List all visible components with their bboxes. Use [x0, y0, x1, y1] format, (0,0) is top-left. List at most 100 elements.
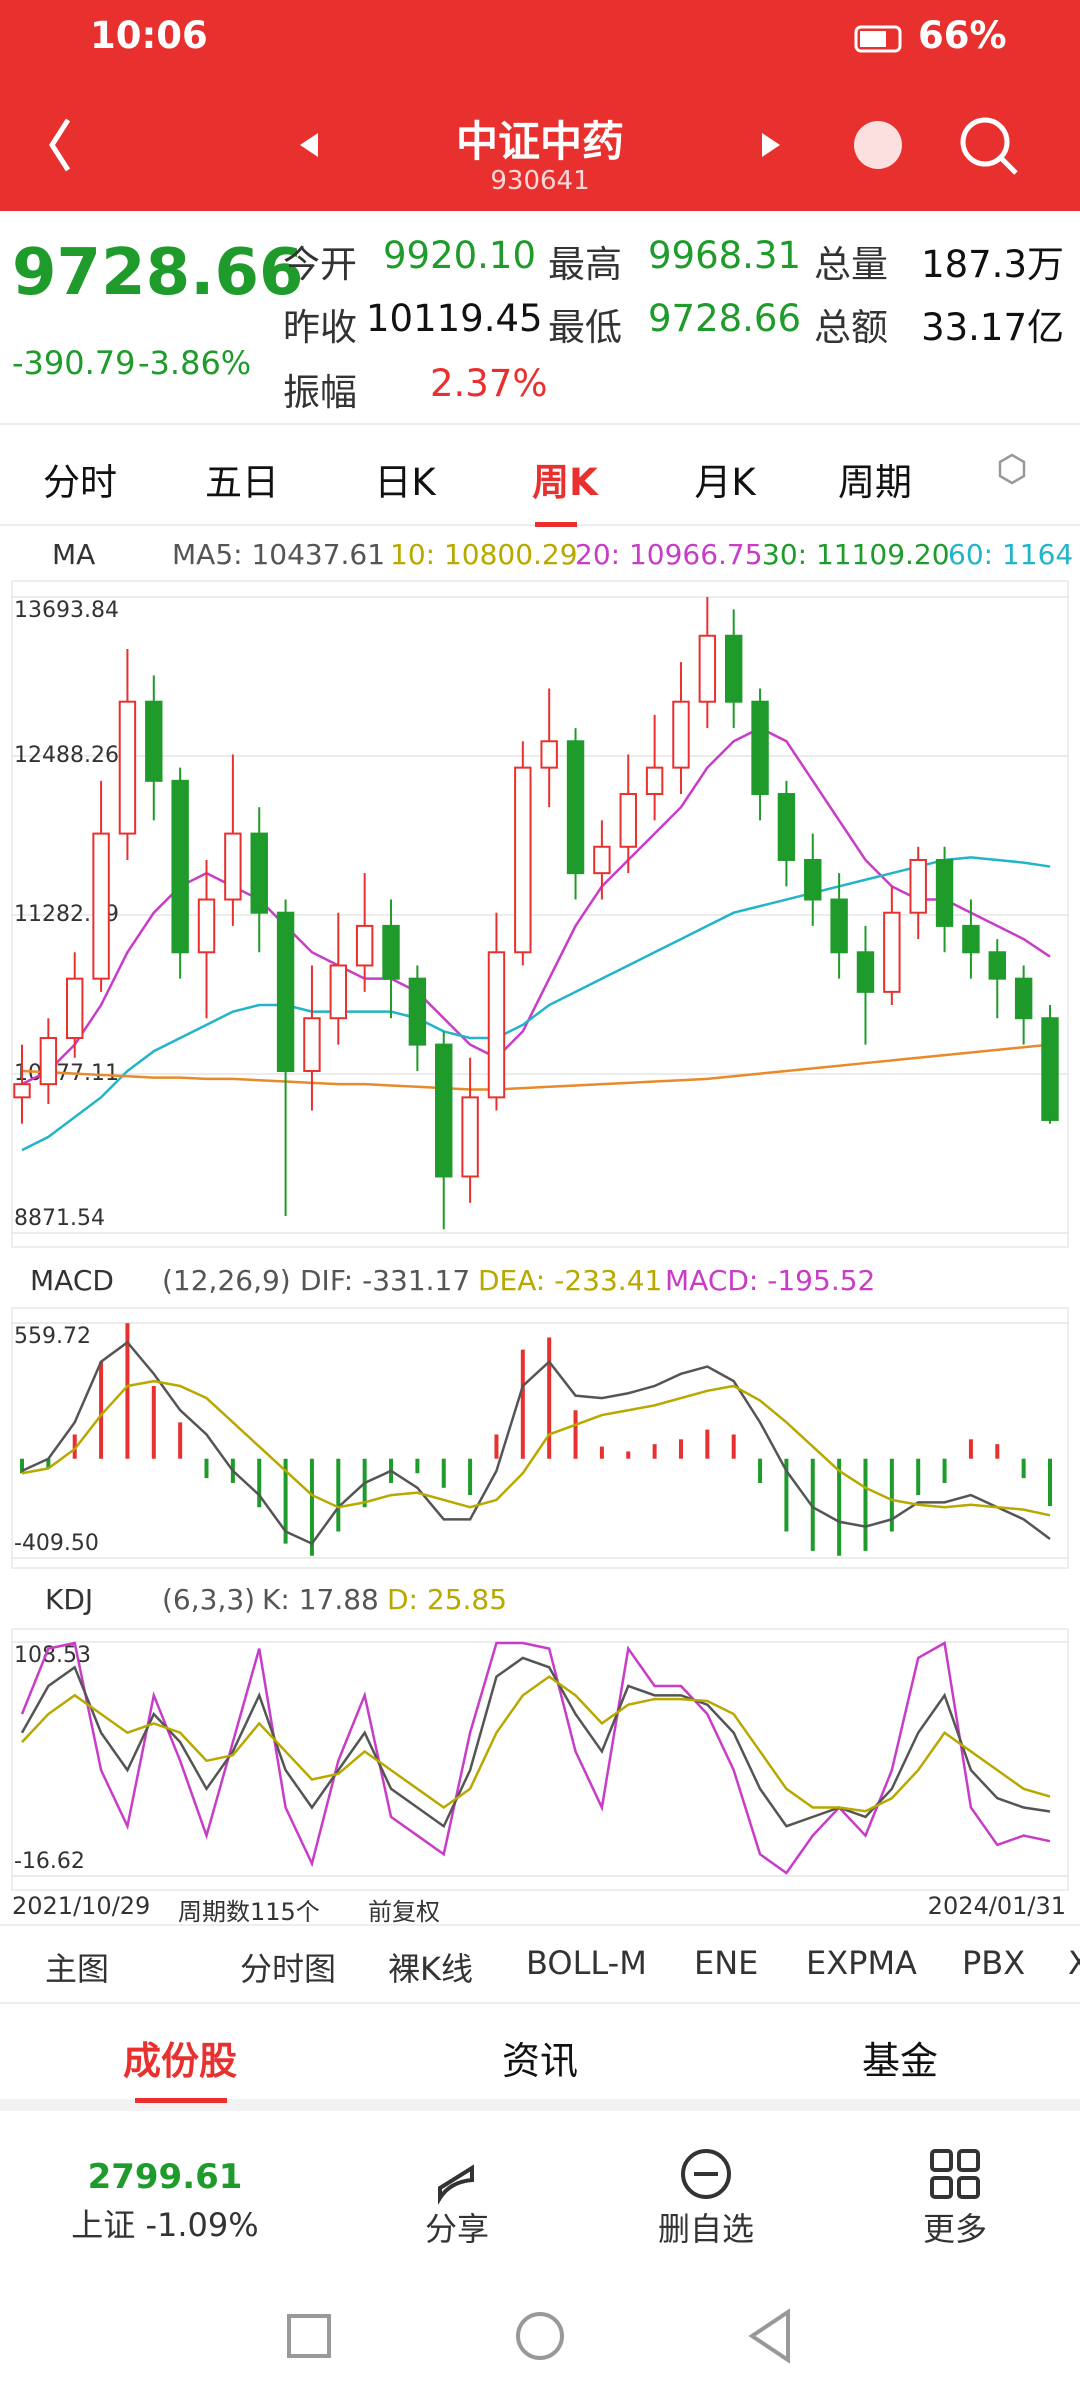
- legend-item: DEA: -233.41: [478, 1264, 663, 1297]
- candle-body: [118, 700, 137, 835]
- legend-item: 30: 11109.20: [762, 538, 950, 571]
- share-icon[interactable]: [438, 2164, 474, 2205]
- candle-body: [276, 911, 295, 1072]
- prev-icon[interactable]: [300, 133, 318, 157]
- candle-body: [145, 700, 163, 782]
- back-icon[interactable]: [49, 118, 71, 172]
- candle-body: [13, 1083, 31, 1099]
- indicator-line: [21, 726, 1051, 1086]
- settings-icon[interactable]: [998, 453, 1026, 485]
- candle-body: [804, 858, 822, 901]
- macd-frame: [11, 1307, 1069, 1569]
- candle-body: [988, 951, 1006, 980]
- tab[interactable]: 周期: [838, 461, 912, 504]
- candle-body: [355, 924, 374, 967]
- candle-body: [830, 898, 848, 954]
- header-code: 930641: [490, 166, 590, 196]
- nav-back[interactable]: [748, 2308, 790, 2364]
- axis-start: 2021/10/29: [12, 1892, 151, 1920]
- field-value: 9968.31: [647, 234, 801, 277]
- candle-body: [645, 766, 664, 796]
- axis-periods: 周期数115个: [178, 1898, 320, 1926]
- more-icon[interactable]: [930, 2149, 953, 2172]
- y-tick-label: 13693.84: [14, 598, 119, 623]
- y-tick-label: 12488.26: [14, 743, 119, 768]
- candle-body: [856, 951, 875, 993]
- indicator-tab[interactable]: 主图: [45, 1950, 110, 1988]
- field-value: 2.37%: [430, 362, 548, 405]
- candle-body: [39, 1037, 58, 1086]
- section-tab-active[interactable]: 成份股: [122, 2039, 237, 2083]
- tab[interactable]: 日K: [374, 461, 436, 504]
- more-icon: [957, 2149, 980, 2172]
- candle-body: [92, 832, 110, 980]
- battery-level: [860, 31, 886, 47]
- more-icon: [930, 2176, 953, 2199]
- legend-label[interactable]: MACD: [30, 1264, 114, 1297]
- nav-action[interactable]: 更多: [922, 2210, 987, 2248]
- kdj-frame: [11, 1628, 1069, 1891]
- legend-item: DIF: -331.17: [300, 1264, 471, 1297]
- y-tick-label: 8871.54: [14, 1206, 105, 1231]
- candle-body: [250, 832, 268, 914]
- indicator-tab[interactable]: ENE: [694, 1944, 759, 1982]
- nav-recent[interactable]: [287, 2314, 331, 2358]
- candle-body: [1041, 1017, 1059, 1121]
- index-change[interactable]: 上证 -1.09%: [71, 2206, 259, 2244]
- tab[interactable]: 分时: [43, 461, 117, 504]
- field-value: 33.17亿: [921, 306, 1064, 349]
- field-label: 总额: [814, 306, 888, 349]
- remove-icon[interactable]: [681, 2149, 731, 2199]
- field-label: 昨收: [283, 306, 357, 349]
- indicator-tab[interactable]: X: [1068, 1944, 1080, 1982]
- section-tab[interactable]: 资讯: [501, 2039, 578, 2083]
- indicator-tab[interactable]: EXPMA: [806, 1944, 917, 1982]
- avatar-icon[interactable]: [854, 121, 902, 169]
- index-value[interactable]: 2799.61: [87, 2157, 243, 2197]
- tab[interactable]: 五日: [205, 461, 279, 504]
- candle-body: [909, 858, 927, 914]
- indicator-line: [21, 1379, 1051, 1517]
- y-tick-label: 559.72: [14, 1324, 91, 1349]
- candle-body: [66, 977, 84, 1040]
- candle-body: [883, 911, 901, 993]
- indicator-tab[interactable]: 裸K线: [388, 1950, 473, 1988]
- candle-body: [224, 832, 242, 901]
- legend-params: (6,3,3): [162, 1583, 256, 1616]
- legend-item: 60: 1164: [948, 538, 1074, 571]
- section-tab[interactable]: 基金: [861, 2039, 938, 2083]
- candle-body: [303, 1017, 321, 1072]
- field-label: 总量: [814, 243, 888, 286]
- legend-label[interactable]: MA: [52, 538, 96, 571]
- candle-body: [566, 740, 585, 875]
- legend-item: D: 25.85: [387, 1583, 508, 1616]
- tab[interactable]: 月K: [694, 461, 756, 504]
- candle-body: [382, 924, 400, 980]
- nav-action[interactable]: 删自选: [657, 2210, 754, 2248]
- field-label: 最低: [548, 306, 622, 349]
- indicator-line: [21, 1043, 1051, 1091]
- field-label: 最高: [548, 243, 622, 286]
- y-tick-label: -409.50: [14, 1531, 99, 1556]
- search-icon[interactable]: [960, 117, 1010, 167]
- tab-active[interactable]: 周K: [532, 461, 598, 504]
- indicator-tab[interactable]: PBX: [962, 1944, 1026, 1982]
- price-frame: [11, 580, 1069, 1248]
- header-title: 中证中药: [455, 117, 624, 166]
- section-underline: [135, 2098, 227, 2103]
- indicator-tab[interactable]: BOLL-M: [526, 1944, 647, 1982]
- next-icon[interactable]: [762, 133, 780, 157]
- candle-body: [724, 634, 743, 703]
- indicator-line: [21, 1675, 1051, 1813]
- field-value: 9920.10: [382, 234, 536, 277]
- quote-change-pct: -3.86%: [138, 344, 252, 382]
- nav-action[interactable]: 分享: [424, 2210, 489, 2248]
- indicator-tab[interactable]: 分时图: [240, 1950, 337, 1988]
- nav-home[interactable]: [516, 2312, 564, 2360]
- candle-body: [329, 964, 348, 1020]
- candle-body: [619, 793, 637, 848]
- legend-params: (12,26,9): [162, 1264, 291, 1297]
- legend-item: K: 17.88: [262, 1583, 379, 1616]
- legend-label[interactable]: KDJ: [45, 1583, 94, 1616]
